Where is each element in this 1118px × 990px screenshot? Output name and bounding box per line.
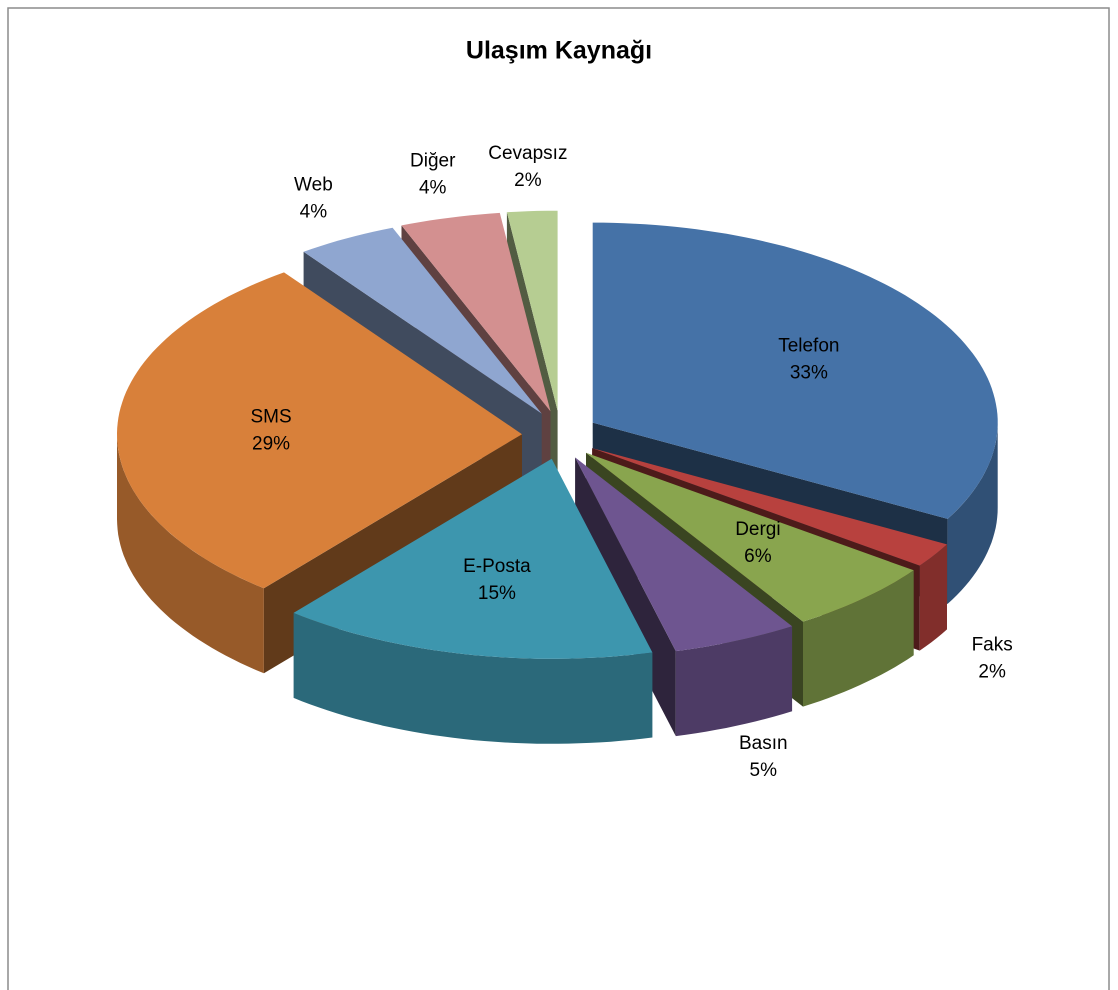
data-label-name: Web [294,175,333,196]
slice-side [919,544,947,651]
slice [401,212,551,412]
chart-title: Ulaşım Kaynağı [466,37,652,65]
data-label-name: Telefon [778,335,839,356]
data-label-name: SMS [250,406,291,427]
data-label-name: E-Posta [463,556,531,577]
data-label-name: Diğer [410,151,456,172]
slice-side [803,570,914,707]
data-label-name: Dergi [735,519,780,540]
data-label-name: Faks [972,634,1013,655]
data-label-value: 4% [300,202,328,223]
slice [117,272,522,589]
slice [303,227,542,414]
data-label-value: 4% [419,178,447,199]
slice [293,458,653,744]
data-label-value: 5% [750,760,778,781]
slice [293,458,653,659]
data-label-value: 33% [790,362,828,383]
slice-side [293,612,653,744]
slice-side [675,626,793,737]
data-label-value: 15% [478,583,516,604]
slice [586,452,914,622]
slice [592,448,947,566]
slice [592,222,998,519]
data-label-value: 2% [514,170,542,191]
data-label-value: 6% [744,546,772,567]
slice-side [947,422,998,604]
data-label-value: 2% [978,661,1006,682]
slice [506,210,558,411]
slice [575,457,793,652]
data-label-value: 29% [252,433,290,454]
data-label-name: Cevapsız [488,143,567,164]
data-label-name: Basın [739,733,788,754]
slice-side [117,434,264,674]
